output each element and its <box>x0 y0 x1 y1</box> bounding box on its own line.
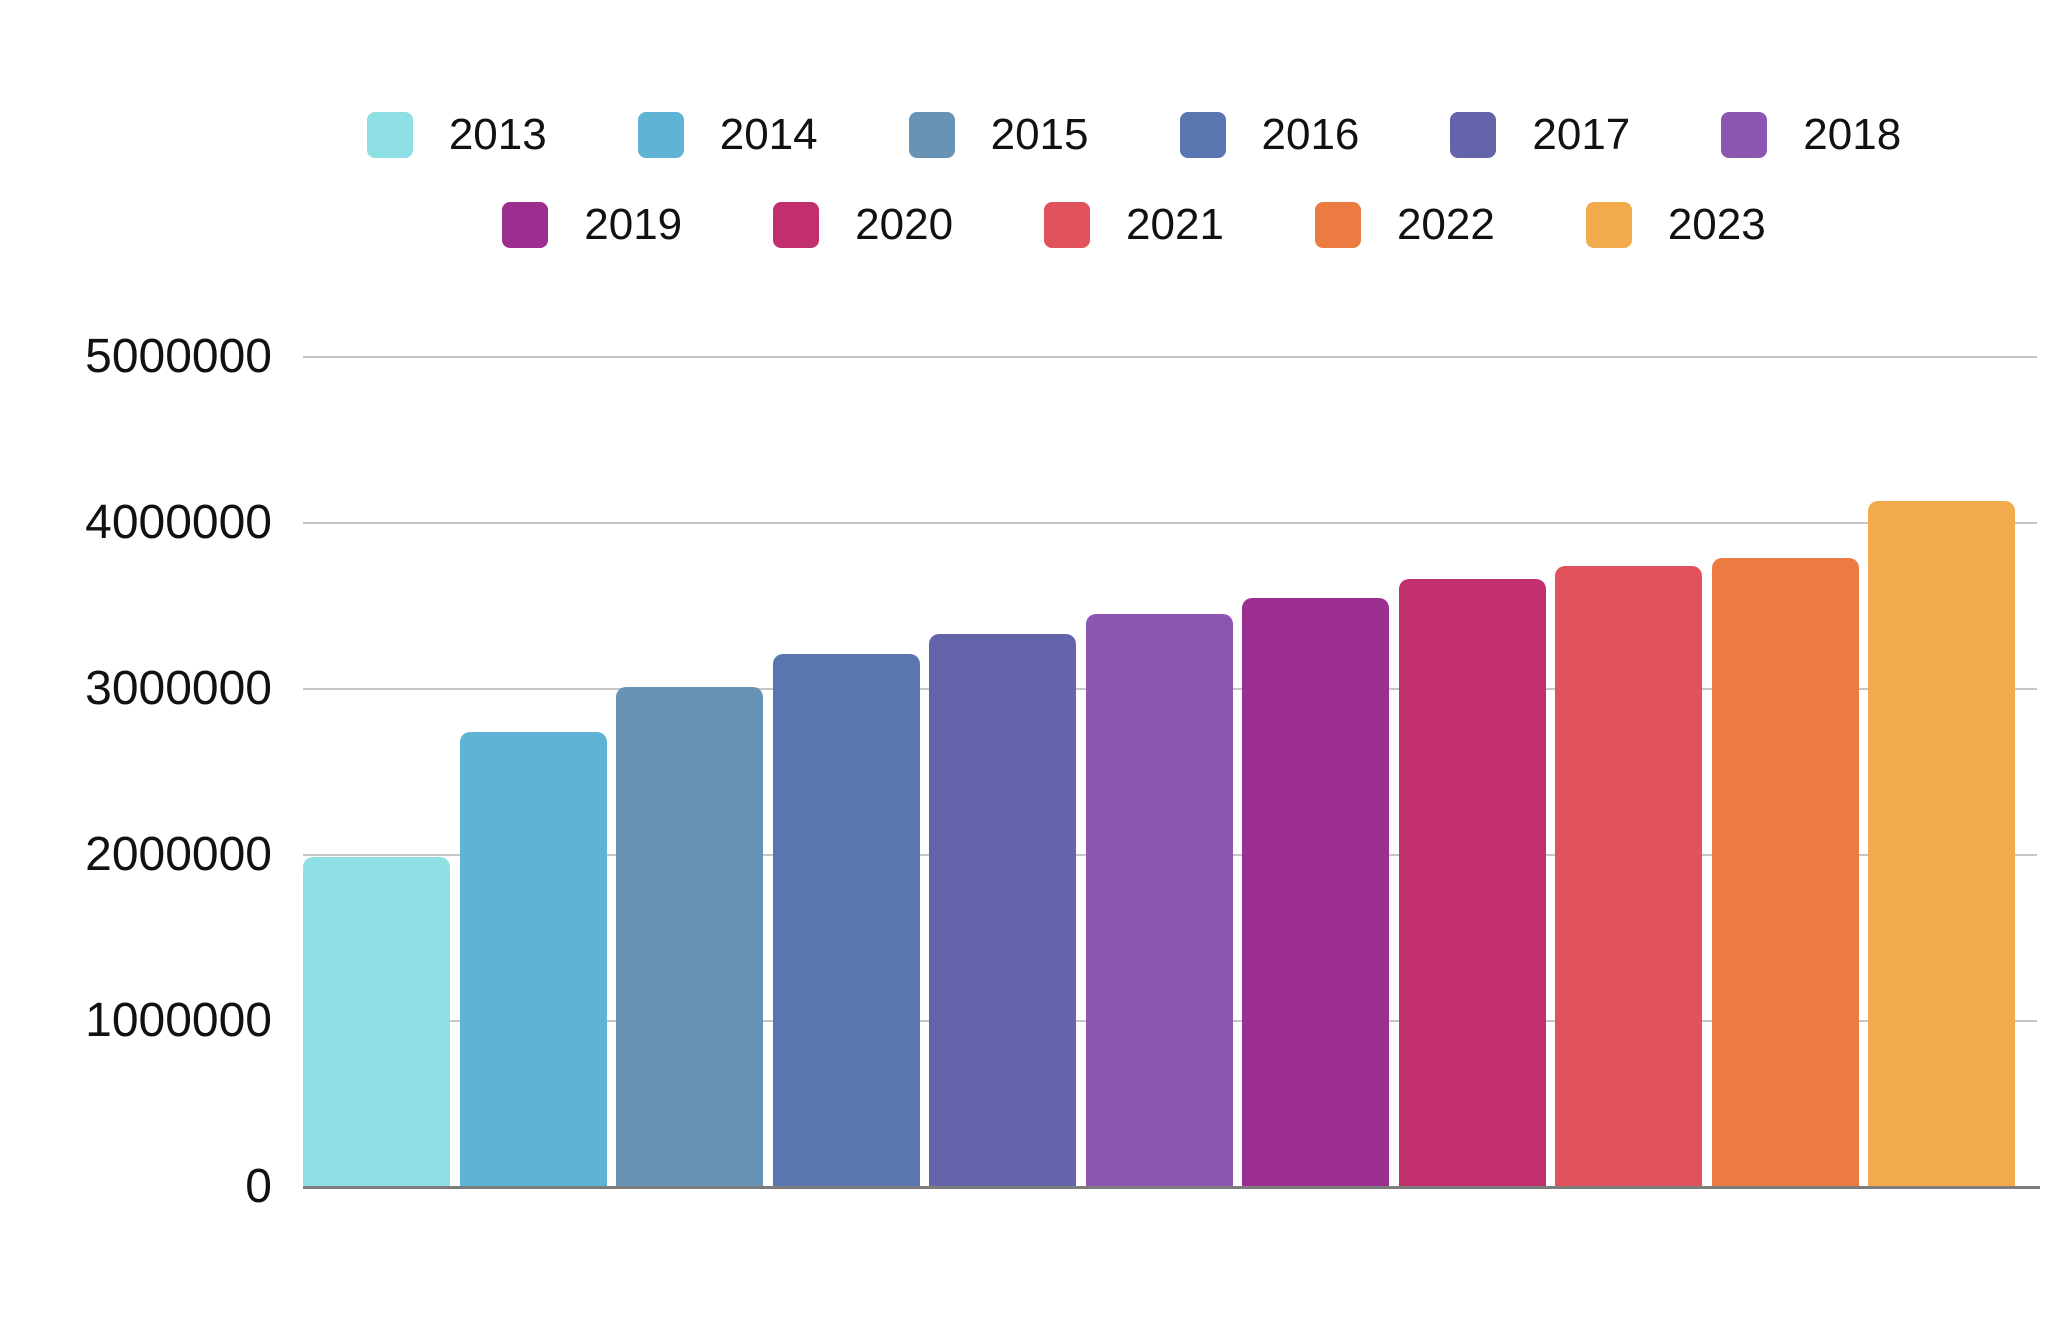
legend-label: 2019 <box>584 200 683 249</box>
bar-2017 <box>929 634 1076 1187</box>
legend-item-2013: 2013 <box>366 110 547 159</box>
legend-item-2018: 2018 <box>1721 112 1901 158</box>
legend-item-2021: 2021 <box>1044 202 1224 248</box>
legend-label: 2014 <box>719 110 818 159</box>
legend-item-2020: 2020 <box>773 202 953 248</box>
legend-label: 2017 <box>1532 110 1631 159</box>
y-axis-tick-label: 2000000 <box>85 828 272 881</box>
y-axis-tick-label: 5000000 <box>85 330 272 383</box>
legend-label: 2023 <box>1667 200 1766 249</box>
bar-2023 <box>1868 501 2015 1187</box>
bar-2015 <box>616 687 763 1187</box>
legend-item-2015: 2015 <box>908 110 1089 159</box>
bar-2020 <box>1398 579 1546 1187</box>
x-axis-line <box>303 1186 2040 1189</box>
bar-2021 <box>1555 566 1702 1187</box>
bar-2016 <box>772 654 920 1187</box>
chart-legend: 2013 2014 2015 2016 2017 2018 2019 2020 2021 2022… <box>210 112 2058 248</box>
legend-swatch-icon <box>1179 112 1226 158</box>
legend-item-2016: 2016 <box>1179 110 1360 159</box>
legend-swatch-icon <box>1044 202 1091 248</box>
legend-swatch-icon <box>773 202 820 248</box>
bar-2018 <box>1085 614 1233 1187</box>
y-axis-tick-label: 3000000 <box>85 662 272 715</box>
y-axis-tick-label: 0 <box>245 1160 272 1213</box>
legend-swatch-icon <box>1721 112 1768 158</box>
bar-2022 <box>1711 557 1859 1187</box>
legend-row: 2019 2020 2021 2022 2023 <box>502 200 1766 249</box>
legend-row: 2013 2014 2015 2016 2017 2018 <box>366 110 1901 159</box>
legend-swatch-icon <box>1450 112 1497 158</box>
legend-label: 2015 <box>990 110 1089 159</box>
legend-swatch-icon <box>366 112 413 158</box>
gridline-4000000 <box>303 522 2037 524</box>
legend-label: 2021 <box>1126 200 1224 249</box>
legend-item-2019: 2019 <box>502 202 682 248</box>
legend-label: 2018 <box>1803 110 1902 159</box>
bar-2013 <box>303 856 450 1187</box>
legend-label: 2020 <box>855 200 954 249</box>
y-axis-tick-label: 1000000 <box>85 994 272 1047</box>
legend-label: 2016 <box>1261 110 1360 159</box>
bar-2014 <box>459 732 607 1187</box>
legend-item-2014: 2014 <box>637 110 818 159</box>
legend-item-2017: 2017 <box>1450 112 1630 158</box>
legend-swatch-icon <box>908 112 955 158</box>
bar-2019 <box>1242 597 1389 1187</box>
legend-item-2022: 2022 <box>1314 200 1495 249</box>
legend-swatch-icon <box>1314 202 1361 248</box>
y-axis-tick-label: 4000000 <box>85 496 272 549</box>
legend-swatch-icon <box>637 112 684 158</box>
legend-label: 2013 <box>448 110 547 159</box>
legend-item-2023: 2023 <box>1585 200 1766 249</box>
legend-swatch-icon <box>502 202 549 248</box>
legend-label: 2022 <box>1396 200 1495 249</box>
legend-swatch-icon <box>1585 202 1632 248</box>
gridline-5000000 <box>303 356 2037 358</box>
